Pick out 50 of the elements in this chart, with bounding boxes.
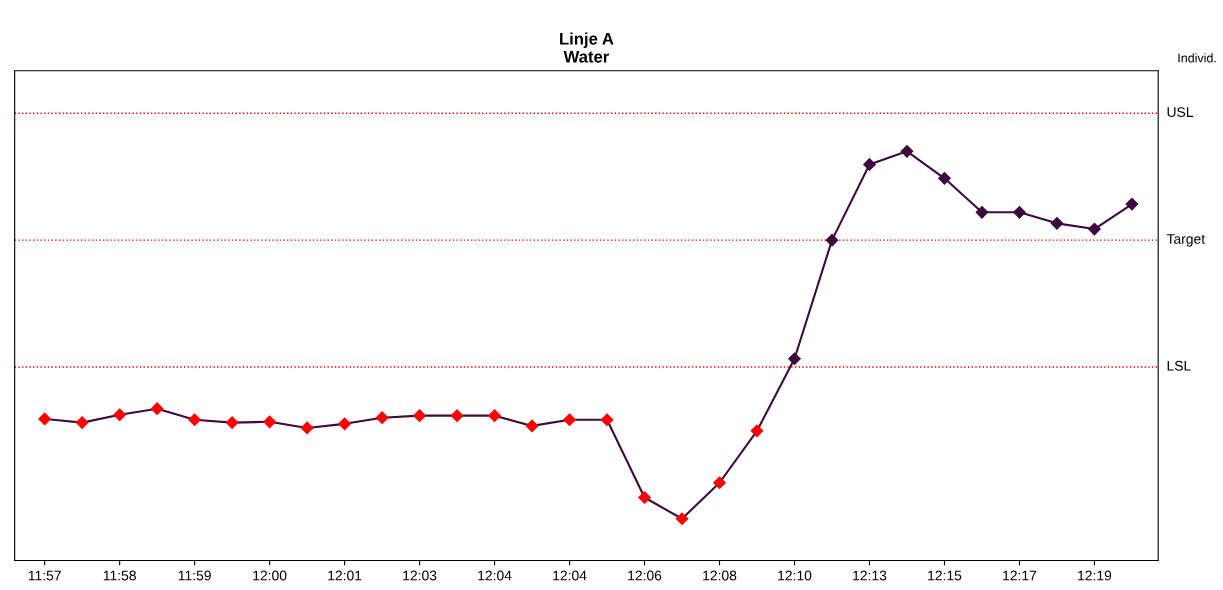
x-tick-label: 12:03: [403, 570, 437, 581]
x-tick-label: 12:01: [328, 570, 362, 581]
point: [937, 171, 952, 185]
point: [38, 412, 52, 426]
point: [862, 157, 877, 172]
x-tick-label: 11:57: [28, 570, 61, 581]
point: [787, 352, 802, 366]
point: [487, 409, 502, 423]
point: [1087, 222, 1102, 236]
point: [675, 512, 689, 526]
point: [825, 233, 839, 247]
point: [637, 490, 652, 505]
chart-title: Linje A Water: [560, 32, 614, 63]
x-tick-label: 12:06: [628, 570, 662, 581]
x-tick-label: 11:59: [178, 570, 211, 581]
point: [413, 409, 427, 423]
point: [600, 413, 614, 427]
x-tick-label: 12:08: [703, 570, 737, 581]
point: [450, 409, 464, 423]
ref-line-label: Target: [1166, 234, 1206, 247]
point: [188, 413, 202, 427]
point: [75, 416, 89, 430]
point: [525, 419, 539, 433]
ref-line-label: LSL: [1167, 360, 1191, 371]
point: [1050, 216, 1064, 230]
ref-line-label: USL: [1167, 107, 1194, 118]
x-tick-label: 12:13: [853, 570, 887, 581]
point: [1125, 197, 1139, 211]
point: [712, 476, 727, 490]
point: [900, 144, 914, 158]
point: [300, 421, 314, 435]
x-tick-label: 12:04: [478, 570, 512, 581]
point: [113, 408, 127, 422]
point: [150, 402, 164, 416]
point: [1012, 205, 1027, 219]
point: [338, 417, 352, 431]
x-tick-label: 12:17: [1003, 570, 1037, 581]
x-tick-label: 12:15: [928, 570, 962, 581]
text: Individ.: [1178, 53, 1216, 63]
x-tick-label: 12:10: [778, 570, 812, 581]
x-tick-label: 11:58: [103, 570, 136, 581]
point: [225, 416, 239, 430]
point: [375, 411, 389, 425]
x-tick-label: 12:19: [1078, 570, 1112, 581]
point: [975, 205, 989, 219]
x-tick-label: 12:04: [553, 570, 587, 581]
point: [562, 413, 577, 427]
point: [750, 424, 764, 438]
point: [263, 415, 277, 429]
x-tick-label: 12:00: [253, 570, 287, 581]
